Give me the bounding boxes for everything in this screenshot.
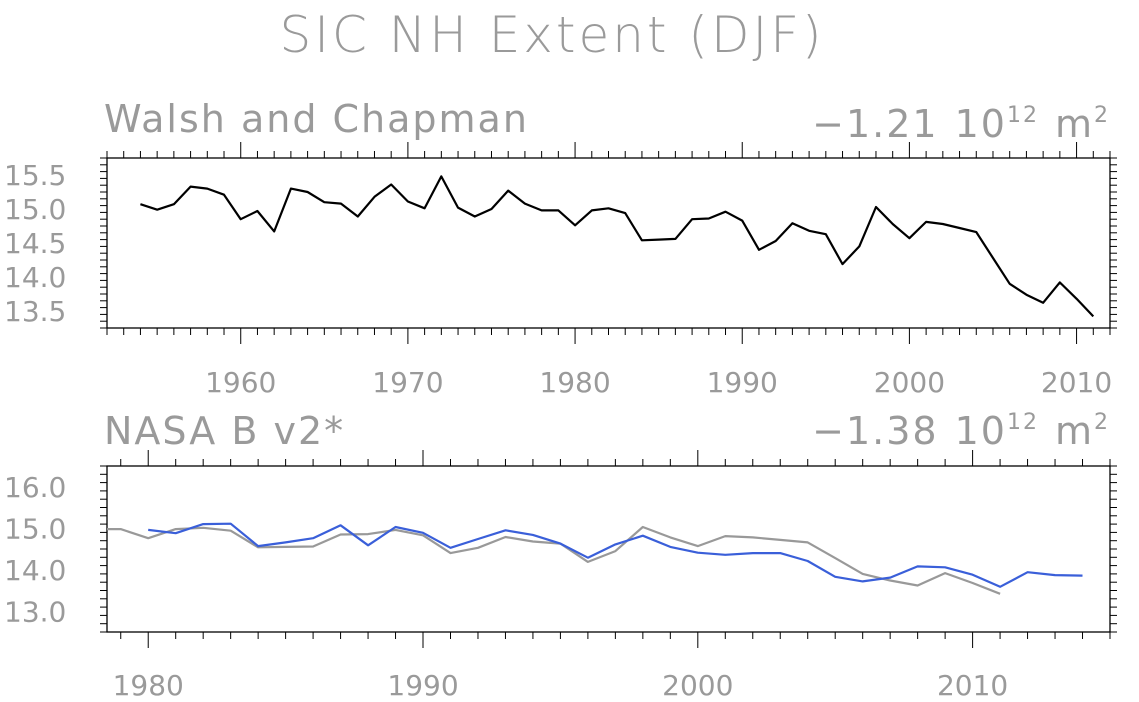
y-tick-label: 15.5 [4,159,66,192]
y-tick-label: 14.5 [4,227,66,260]
trend-unit-tail: m [1055,102,1094,146]
x-tick-label: 2000 [874,366,945,399]
trend-label: −1.38 1012 m2 [812,409,1110,453]
trend-unit-tail-exp: 2 [1094,410,1110,435]
x-tick-label: 2010 [937,669,1008,702]
trend-unit-base: 10 [955,102,1007,146]
trend-value: −1.21 [812,102,938,146]
plot-frame [106,465,1111,633]
trend-value: −1.38 [812,409,938,453]
x-tick-label: 2000 [662,669,733,702]
x-tick-label: 1990 [707,366,778,399]
panel-title: NASA B v2* [104,409,345,453]
y-tick-label: 14.0 [4,554,66,587]
series-line [140,175,1095,318]
x-tick-label: 1990 [387,669,458,702]
trend-unit-base: 10 [955,409,1007,453]
x-tick-label: 1970 [372,366,443,399]
panel-walsh-chapman: Walsh and Chapman −1.21 1012 m2 1960 1970 19… [4,97,1117,399]
x-tick-label: 1980 [539,366,610,399]
panel-nasa-b: NASA B v2* −1.38 1012 m2 1980 1990 2000 2010 1… [4,409,1117,702]
y-tick-label: 13.5 [4,295,66,328]
x-tick-label: 1960 [205,366,276,399]
y-tick-label: 14.0 [4,261,66,294]
panel-title: Walsh and Chapman [104,97,529,141]
trend-unit-tail: m [1055,409,1094,453]
plot-frame [106,157,1111,329]
x-tick-label: 2010 [1041,366,1112,399]
main-title: SIC NH Extent (DJF) [280,6,825,64]
series-line [107,525,1001,595]
y-tick-label: 15.0 [4,512,66,545]
trend-unit-exp: 12 [1007,410,1039,435]
trend-unit-exp: 12 [1007,103,1039,128]
y-tick-label: 13.0 [4,595,66,628]
y-tick-label: 16.0 [4,471,66,504]
trend-label: −1.21 1012 m2 [812,102,1110,146]
series-line [148,522,1083,588]
trend-unit-tail-exp: 2 [1094,103,1110,128]
y-tick-label: 15.0 [4,193,66,226]
x-tick-label: 1980 [113,669,184,702]
